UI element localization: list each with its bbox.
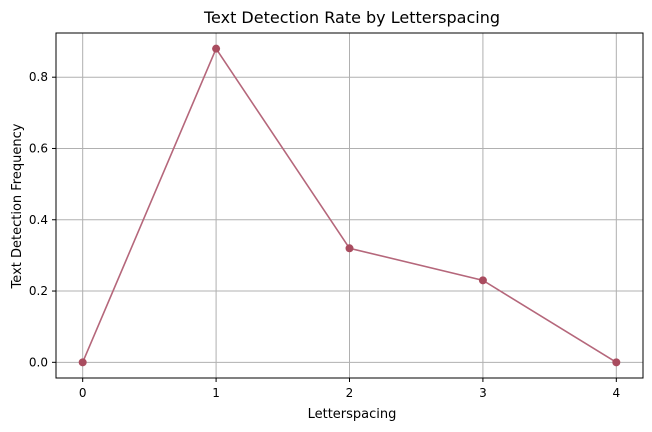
axis-ticks: 0 1 2 3 4 0.0 0.2 0.4 0.6 0.8	[29, 70, 620, 400]
data-point	[345, 244, 354, 253]
y-tick-label: 0.4	[29, 213, 48, 227]
y-tick-label: 0.6	[29, 141, 48, 155]
data-point	[212, 44, 221, 53]
x-axis-label: Letterspacing	[308, 407, 397, 422]
x-tick-label: 2	[346, 386, 354, 400]
grid	[56, 33, 643, 378]
x-tick-label: 0	[79, 386, 87, 400]
y-tick-label: 0.0	[29, 355, 48, 369]
y-tick-label: 0.2	[29, 284, 48, 298]
y-axis-label: Text Detection Frequency	[10, 123, 25, 289]
x-tick-label: 4	[612, 386, 620, 400]
data-point	[612, 358, 621, 367]
y-tick-label: 0.8	[29, 70, 48, 84]
data-points	[78, 44, 621, 367]
data-point	[78, 358, 87, 367]
data-point	[478, 276, 487, 285]
x-tick-label: 3	[479, 386, 487, 400]
x-tick-label: 1	[212, 386, 220, 400]
chart-title: Text Detection Rate by Letterspacing	[203, 8, 500, 27]
